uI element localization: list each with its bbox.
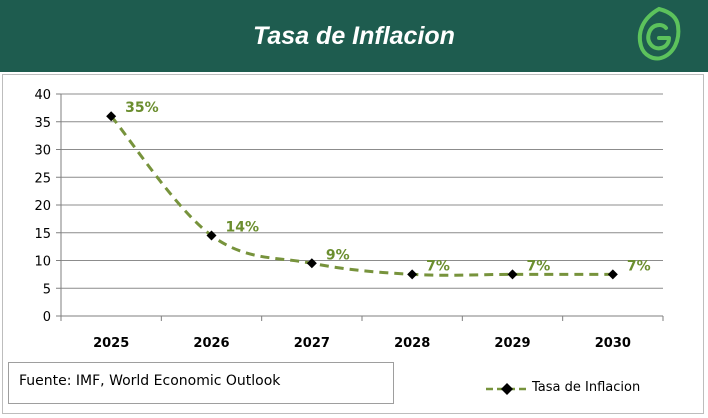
- header-bar: Tasa de Inflacion: [0, 0, 708, 72]
- y-tick-label: 5: [43, 282, 51, 297]
- gridlines: [61, 93, 663, 317]
- data-label: 35%: [125, 100, 159, 116]
- y-tick-label: 40: [34, 88, 51, 103]
- data-label: 7%: [426, 258, 450, 274]
- data-labels: 35% 14% 9% 7% 7% 7%: [125, 100, 650, 274]
- source-text: Fuente: IMF, World Economic Outlook: [19, 373, 281, 389]
- legend-label: Tasa de Inflacion: [532, 380, 641, 395]
- series-inflation: [110, 115, 613, 277]
- y-tick-label: 20: [34, 199, 51, 214]
- x-tick-label: 2026: [193, 336, 229, 351]
- data-label: 7%: [527, 258, 551, 274]
- y-tick-label: 30: [34, 144, 51, 159]
- series-line: [110, 115, 613, 277]
- leaf-g-logo-icon: [637, 6, 681, 61]
- legend-swatch: [486, 383, 528, 395]
- y-tick-label: 35: [34, 116, 51, 131]
- x-tick-label: 2030: [595, 336, 631, 351]
- data-label: 14%: [226, 220, 260, 236]
- x-tick-label: 2025: [93, 336, 129, 351]
- data-point-marker: [306, 258, 317, 269]
- data-point-marker: [407, 269, 418, 280]
- x-tick-label: 2027: [294, 336, 330, 351]
- axes: [56, 93, 664, 321]
- y-tick-label: 0: [43, 310, 51, 325]
- chart-frame: 0 5 10 15 20 25 30 35 40 2025 2026 2027 2028 2029 203…: [2, 74, 704, 414]
- y-tick-label: 10: [34, 255, 51, 270]
- y-tick-label: 25: [34, 171, 51, 186]
- series-markers: [106, 111, 618, 280]
- y-axis-ticks: 0 5 10 15 20 25 30 35 40: [34, 88, 51, 325]
- x-tick-label: 2029: [494, 336, 530, 351]
- data-point-marker: [206, 230, 217, 241]
- source-box: Fuente: IMF, World Economic Outlook: [8, 362, 394, 404]
- data-point-marker: [106, 111, 117, 122]
- data-point-marker: [607, 269, 618, 280]
- x-tick-label: 2028: [394, 336, 430, 351]
- y-tick-label: 15: [34, 227, 51, 242]
- x-axis-ticks: 2025 2026 2027 2028 2029 2030: [93, 336, 631, 351]
- data-label: 9%: [326, 247, 350, 263]
- data-label: 7%: [627, 258, 651, 274]
- data-point-marker: [507, 269, 518, 280]
- chart-title: Tasa de Inflacion: [253, 22, 455, 50]
